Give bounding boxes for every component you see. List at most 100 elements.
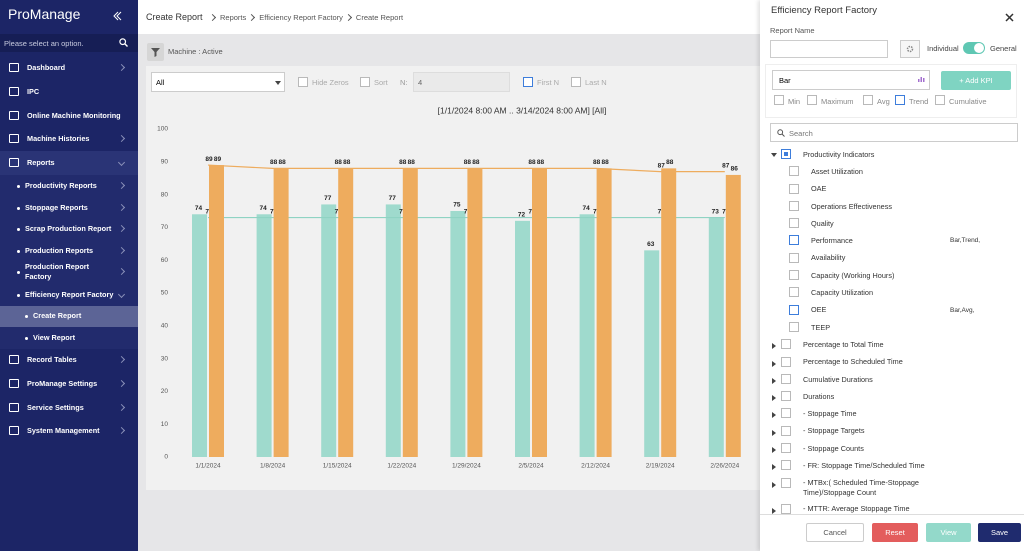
tree-checkbox[interactable] <box>789 235 799 245</box>
tree-row[interactable]: OAE <box>760 181 1024 198</box>
menu-item[interactable]: View Report <box>33 333 125 343</box>
tree-checkbox[interactable] <box>781 460 791 470</box>
tree-label: - Stoppage Counts <box>803 441 943 457</box>
menu-item[interactable]: Production Reports <box>25 246 117 256</box>
tree-checkbox[interactable] <box>781 478 791 488</box>
tree-checkbox[interactable] <box>781 357 791 367</box>
tree-caret[interactable] <box>772 447 776 453</box>
tree-caret[interactable] <box>772 430 776 436</box>
aggregate-checkbox[interactable] <box>774 95 784 105</box>
tree-row[interactable]: - Stoppage Counts <box>760 440 1024 457</box>
tree-row[interactable]: Operations Effectiveness <box>760 198 1024 215</box>
tree-row[interactable]: TEEP <box>760 319 1024 336</box>
breadcrumb[interactable]: Reports <box>220 13 246 22</box>
menu-item[interactable]: Service Settings <box>27 403 132 413</box>
breadcrumb[interactable]: Efficiency Report Factory <box>259 13 343 22</box>
breadcrumb[interactable]: Create Report <box>356 13 403 22</box>
tree-checkbox[interactable] <box>789 322 799 332</box>
chart-type-select[interactable]: Bar <box>772 70 930 90</box>
tree-caret[interactable] <box>772 361 776 367</box>
menu-item[interactable]: Productivity Reports <box>25 181 117 191</box>
tree-checkbox[interactable] <box>789 201 799 211</box>
option-checkbox[interactable] <box>571 77 581 87</box>
tree-row[interactable]: - MTTR: Average Stoppage Time <box>760 501 1024 514</box>
bar-value-label: 88 <box>666 159 674 166</box>
menu-item[interactable]: Stoppage Reports <box>25 203 117 213</box>
tree-checkbox[interactable] <box>789 166 799 176</box>
tree-row[interactable]: Cumulative Durations <box>760 371 1024 388</box>
tree-row[interactable]: Percentage to Scheduled Time <box>760 354 1024 371</box>
menu-item[interactable]: Online Machine Monitoring <box>27 111 132 121</box>
footer-button[interactable]: View <box>926 523 971 542</box>
collapse-icon[interactable] <box>112 11 122 21</box>
aggregate-checkbox[interactable] <box>895 95 905 105</box>
menu-item[interactable]: Machine Histories <box>27 134 132 144</box>
scope-select[interactable]: All <box>151 72 285 92</box>
tree-row[interactable]: PerformanceBar,Trend, <box>760 232 1024 249</box>
tree-checkbox[interactable] <box>781 408 791 418</box>
menu-item[interactable]: ProManage Settings <box>27 379 132 389</box>
tree-checkbox[interactable] <box>781 149 791 159</box>
tree-caret[interactable] <box>772 482 776 488</box>
menu-item[interactable]: Efficiency Report Factory <box>25 290 117 300</box>
menu-item[interactable]: Create Report <box>33 311 125 321</box>
menu-item[interactable]: Production Report Factory <box>25 262 117 282</box>
tree-checkbox[interactable] <box>781 426 791 436</box>
option-checkbox[interactable] <box>360 77 370 87</box>
tree-caret[interactable] <box>772 378 776 384</box>
tree-caret[interactable] <box>771 153 777 157</box>
x-tick-label: 2/12/2024 <box>581 463 610 470</box>
tree-checkbox[interactable] <box>789 253 799 263</box>
menu-item[interactable]: IPC <box>27 87 132 97</box>
tree-caret[interactable] <box>772 395 776 401</box>
tree-row[interactable]: Quality <box>760 215 1024 232</box>
mode-toggle[interactable] <box>963 42 985 54</box>
tree-checkbox[interactable] <box>789 184 799 194</box>
settings-button[interactable] <box>900 40 920 58</box>
filter-button[interactable] <box>147 43 164 61</box>
menu-item[interactable]: Scrap Production Report <box>25 224 117 234</box>
tree-checkbox[interactable] <box>789 270 799 280</box>
report-name-input[interactable] <box>770 40 888 58</box>
menu-item[interactable]: Dashboard <box>27 63 132 73</box>
tree-row[interactable]: Availability <box>760 250 1024 267</box>
tree-row[interactable]: - Stoppage Targets <box>760 423 1024 440</box>
tree-row[interactable]: Asset Utilization <box>760 163 1024 180</box>
tree-caret[interactable] <box>772 464 776 470</box>
search-box[interactable]: Search <box>770 123 1018 142</box>
menu-item[interactable]: Reports <box>27 158 132 168</box>
menu-item[interactable]: System Management <box>27 426 132 436</box>
tree-caret[interactable] <box>772 343 776 349</box>
tree-checkbox[interactable] <box>789 218 799 228</box>
option-checkbox[interactable] <box>298 77 308 87</box>
footer-button[interactable]: Reset <box>872 523 918 542</box>
tree-row[interactable]: Durations <box>760 388 1024 405</box>
close-icon[interactable] <box>1005 13 1014 22</box>
tree-checkbox[interactable] <box>781 504 791 514</box>
tree-row[interactable]: Percentage to Total Time <box>760 336 1024 353</box>
tree-checkbox[interactable] <box>781 391 791 401</box>
footer-button[interactable]: Save <box>978 523 1021 542</box>
aggregate-checkbox[interactable] <box>935 95 945 105</box>
tree-checkbox[interactable] <box>781 374 791 384</box>
aggregate-checkbox[interactable] <box>863 95 873 105</box>
tree-caret[interactable] <box>772 508 776 514</box>
footer-button[interactable]: Cancel <box>806 523 864 542</box>
tree-row[interactable]: Capacity (Working Hours) <box>760 267 1024 284</box>
tree-row[interactable]: Productivity Indicators <box>760 146 1024 163</box>
tree-checkbox[interactable] <box>781 443 791 453</box>
tree-checkbox[interactable] <box>789 305 799 315</box>
tree-checkbox[interactable] <box>781 339 791 349</box>
tree-row[interactable]: Capacity Utilization <box>760 284 1024 301</box>
add-kpi-button[interactable]: + Add KPI <box>941 71 1011 90</box>
tree-row[interactable]: - FR: Stoppage Time/Scheduled Time <box>760 457 1024 474</box>
tree-caret[interactable] <box>772 412 776 418</box>
tree-row[interactable]: - MTBx:( Scheduled Time-Stoppage Time)/S… <box>760 475 1024 501</box>
option-checkbox[interactable] <box>523 77 533 87</box>
tree-checkbox[interactable] <box>789 287 799 297</box>
tree-row[interactable]: - Stoppage Time <box>760 405 1024 422</box>
menu-item[interactable]: Record Tables <box>27 355 132 365</box>
aggregate-checkbox[interactable] <box>807 95 817 105</box>
tree-row[interactable]: OEEBar,Avg, <box>760 302 1024 319</box>
n-input[interactable]: 4 <box>413 72 510 92</box>
